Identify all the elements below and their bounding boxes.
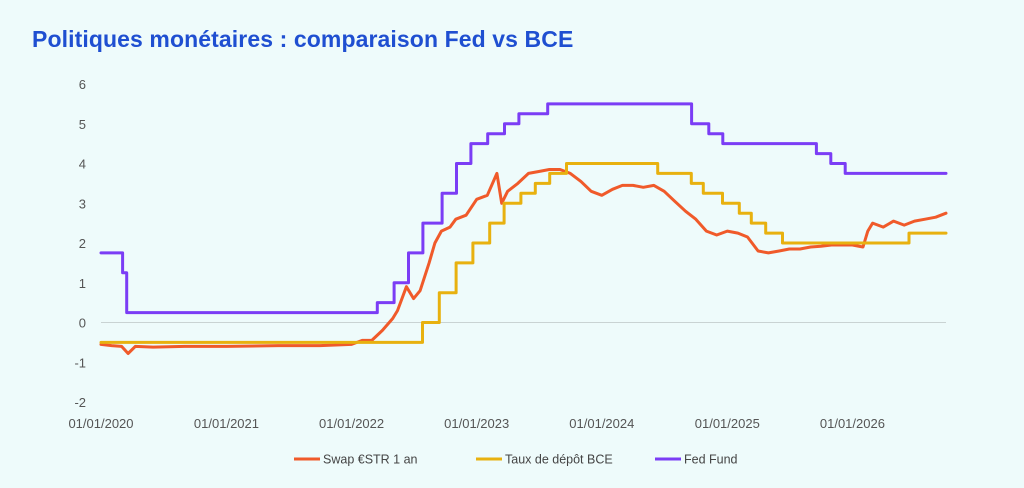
y-tick-label: 5 (79, 117, 86, 132)
series-line-1 (99, 162, 948, 344)
legend-label-0: Swap €STR 1 an (323, 453, 418, 467)
y-tick-label: 1 (79, 276, 86, 291)
series-line-2 (99, 102, 948, 315)
x-tick-label: 01/01/2020 (68, 416, 133, 431)
x-tick-label: 01/01/2025 (695, 416, 760, 431)
x-tick-label: 01/01/2022 (319, 416, 384, 431)
y-tick-label: 6 (79, 77, 86, 92)
x-tick-label: 01/01/2024 (569, 416, 634, 431)
legend-label-1: Taux de dépôt BCE (505, 453, 613, 467)
y-tick-label: -1 (74, 355, 86, 370)
x-axis-ticks: 01/01/2020 01/01/2021 01/01/2022 01/01/2023… (68, 416, 884, 431)
y-tick-label: 3 (79, 196, 86, 211)
series-line-0 (99, 168, 948, 355)
y-axis-ticks: -2 -1 0 1 2 3 4 5 6 (74, 77, 86, 410)
series-lines (99, 102, 948, 355)
y-tick-label: 0 (79, 316, 86, 331)
y-tick-label: -2 (74, 395, 86, 410)
x-tick-label: 01/01/2026 (820, 416, 885, 431)
chart-title: Politiques monétaires : comparaison Fed … (32, 26, 574, 52)
y-tick-label: 2 (79, 236, 86, 251)
legend-label-2: Fed Fund (684, 453, 738, 467)
legend: Swap €STR 1 an Taux de dépôt BCE Fed Fund (294, 453, 738, 467)
y-tick-label: 4 (79, 157, 86, 172)
x-tick-label: 01/01/2023 (444, 416, 509, 431)
x-tick-label: 01/01/2021 (194, 416, 259, 431)
